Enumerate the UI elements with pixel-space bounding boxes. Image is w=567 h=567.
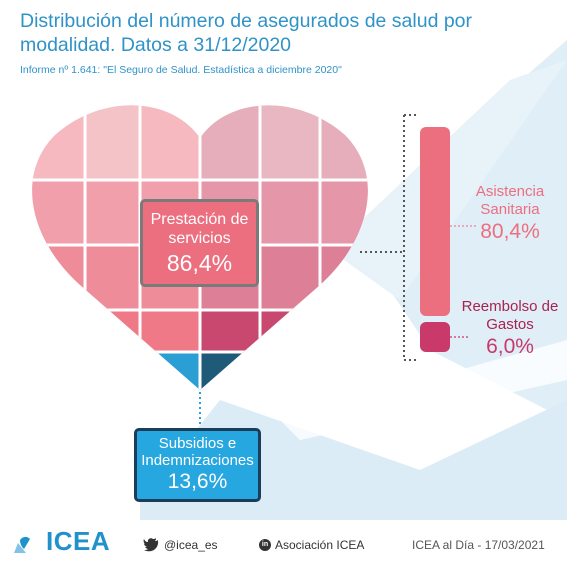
category-label: Asistencia Sanitaria (475, 183, 545, 218)
icea-logo-icon (14, 536, 30, 553)
label-box-prestacion: Prestación de servicios 86,4% (140, 199, 259, 287)
heart-cell (32, 310, 200, 352)
twitter-icon (143, 538, 159, 552)
label-asistencia: Asistencia Sanitaria 80,4% (465, 183, 555, 245)
label-reembolso: Reembolso de Gastos 6,0% (460, 298, 560, 360)
footer-date: ICEA al Día - 17/03/2021 (412, 538, 545, 552)
category-label: Subsidios e Indemnizaciones (141, 435, 254, 469)
bar-reembolso (420, 322, 450, 352)
value-label: 80,4% (480, 220, 540, 243)
heart-cell-subsidios (200, 352, 368, 390)
heart-cell (85, 105, 140, 180)
category-label: Reembolso de Gastos (461, 298, 559, 333)
linkedin-icon: in (259, 539, 271, 551)
category-label: Prestación de servicios (150, 211, 249, 247)
value-label: 86,4% (166, 250, 233, 276)
heart-cell (260, 105, 320, 180)
chart-title: Distribución del número de asegurados de… (20, 10, 473, 56)
value-label: 13,6% (167, 470, 228, 493)
bar-asistencia (420, 127, 450, 316)
twitter-handle[interactable]: @icea_es (164, 538, 218, 552)
label-box-subsidios: Subsidios e Indemnizaciones 13,6% (134, 428, 261, 502)
footer-bar (14, 536, 159, 553)
brand-logo: ICEA (46, 526, 111, 556)
heart-cell (200, 310, 368, 352)
linkedin-link[interactable]: Asociación ICEA (275, 538, 365, 552)
value-label: 6,0% (486, 335, 534, 358)
chart-subtitle: Informe nº 1.641: "El Seguro de Salud. E… (20, 64, 342, 76)
heart-cell-subsidios (32, 352, 200, 390)
